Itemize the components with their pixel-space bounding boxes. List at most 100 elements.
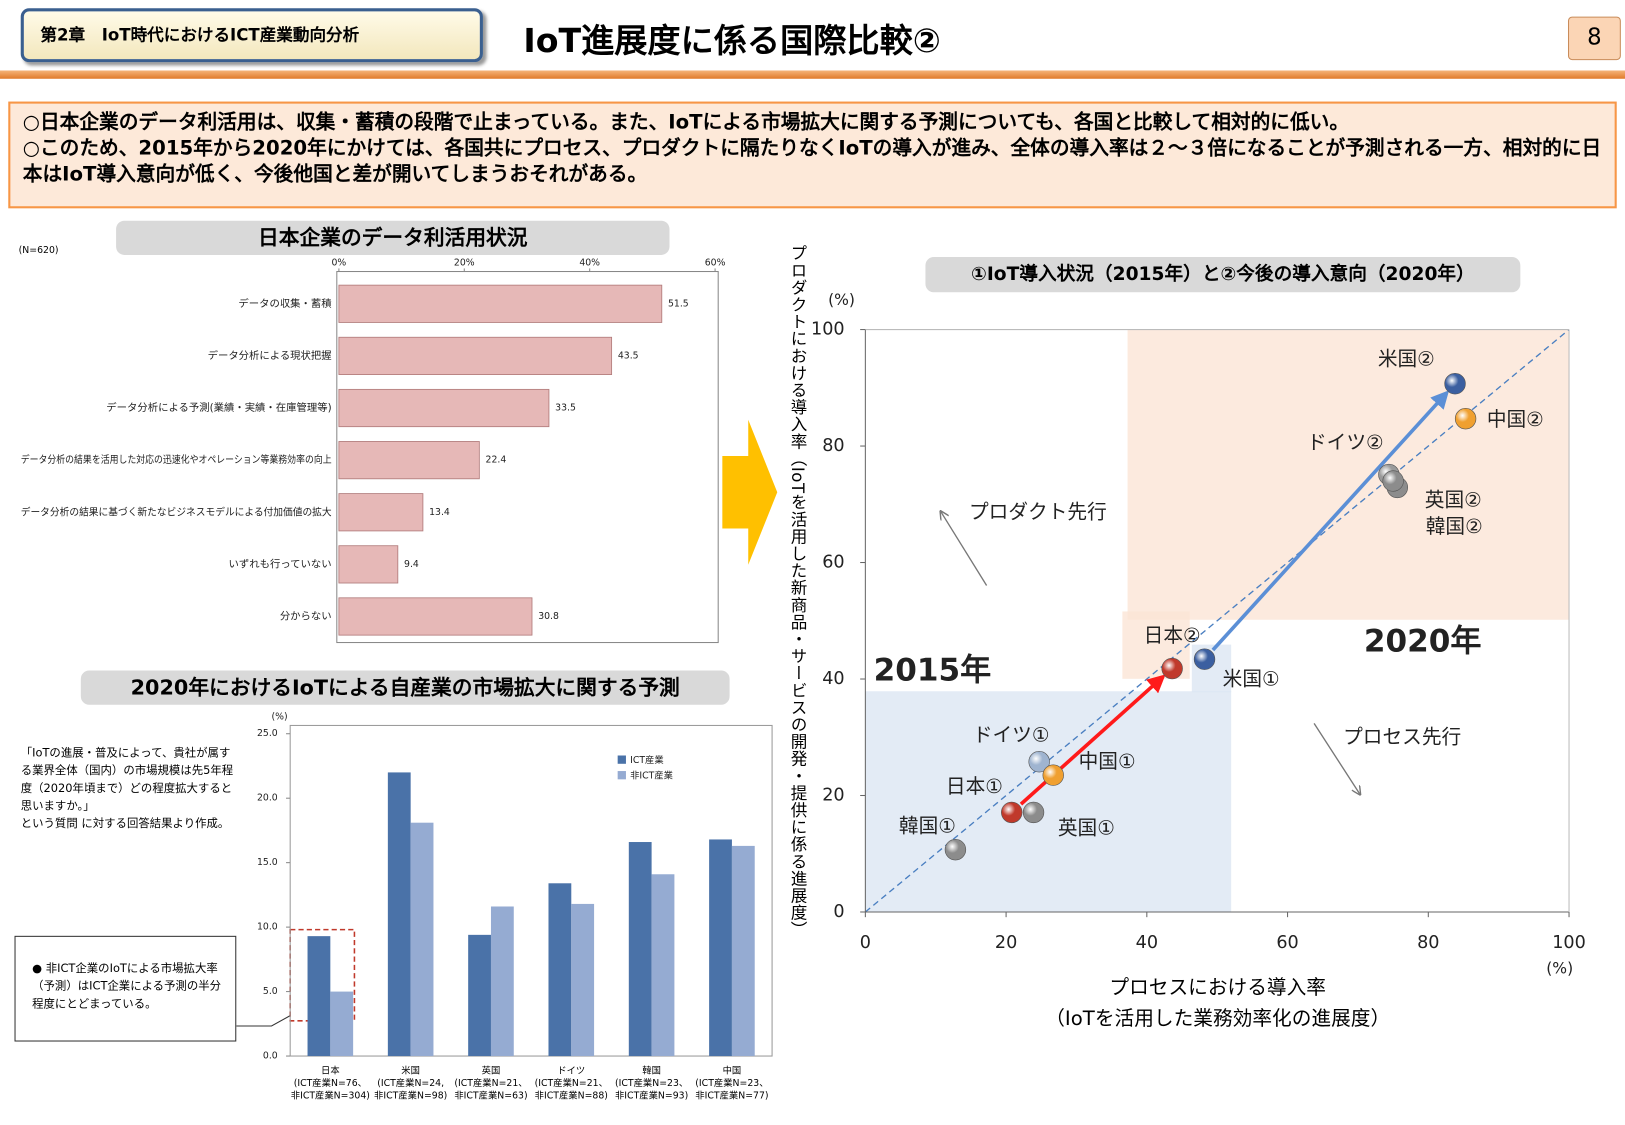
x-tick-label: 韓国 (ICT産業N=23、 非ICT産業N=93) bbox=[614, 1066, 689, 1102]
y-tick-label: 80 bbox=[822, 436, 844, 456]
x-tick-label: 20 bbox=[995, 933, 1017, 953]
bar bbox=[548, 883, 572, 1057]
trend-arrow bbox=[1019, 674, 1166, 806]
direction-arrow bbox=[941, 512, 988, 586]
header-rule bbox=[0, 70, 1625, 79]
x-tick-label: 80 bbox=[1417, 933, 1439, 953]
point bbox=[1382, 470, 1404, 492]
point bbox=[1028, 751, 1050, 773]
y-tick-label: 100 bbox=[811, 320, 845, 340]
annotation: プロダクト先行 bbox=[969, 500, 1107, 523]
x-axis-title: プロセスにおける導入率 （IoTを活用した業務効率化の進展度） bbox=[1045, 976, 1391, 1031]
point-label: ドイツ① bbox=[973, 723, 1050, 746]
chart-title: 日本企業のデータ利活用状況 bbox=[116, 220, 670, 255]
bar bbox=[338, 388, 550, 428]
plot-frame bbox=[289, 724, 773, 1057]
x-tick-label: 0% bbox=[331, 258, 346, 269]
y-tick-label: データ分析の結果に基づく新たなビジネスモデルによる付加価値の拡大 bbox=[21, 505, 332, 518]
value-label: 30.8 bbox=[538, 611, 559, 622]
transition-arrow bbox=[722, 419, 778, 565]
point-label: 韓国② bbox=[1426, 515, 1483, 538]
x-tick-label: 0 bbox=[860, 933, 871, 953]
point-label: 英国② bbox=[1425, 488, 1482, 511]
y-tick-label: データの収集・蓄積 bbox=[238, 297, 332, 310]
y-tick-label: 15.0 bbox=[257, 857, 278, 868]
y-tick-label: データ分析の結果を活用した対応の迅速化やオペレーション等業務効率の向上 bbox=[21, 453, 332, 466]
annotation: 2020年 bbox=[1364, 624, 1482, 660]
note-box: ● 非ICT企業のIoTによる市場拡大率（予測）はICT企業による予測の半分程度… bbox=[14, 935, 237, 1042]
point-label: 日本① bbox=[946, 775, 1003, 798]
bar bbox=[307, 936, 331, 1057]
direction-arrow bbox=[1313, 723, 1360, 793]
bar bbox=[330, 991, 354, 1057]
legend-label: 非ICT産業 bbox=[630, 770, 673, 782]
bar bbox=[338, 597, 533, 636]
bar bbox=[468, 934, 491, 1057]
x-tick-label: 中国 (ICT産業N=23、 非ICT産業N=77) bbox=[695, 1066, 769, 1102]
x-unit: (%) bbox=[1546, 959, 1573, 977]
trend-arrow bbox=[1211, 390, 1450, 652]
point-label: 日本② bbox=[1144, 624, 1201, 647]
point bbox=[1001, 801, 1023, 824]
point-label: 米国② bbox=[1378, 347, 1435, 370]
y-tick-label: 分からない bbox=[280, 610, 332, 622]
y-tick-label: データ分析による予測(業績・実績・在庫管理等) bbox=[106, 401, 331, 414]
x-tick-label: 60 bbox=[1276, 933, 1298, 953]
value-label: 22.4 bbox=[486, 455, 507, 466]
chart-title: 2020年におけるIoTによる自産業の市場拡大に関する予測 bbox=[80, 670, 730, 705]
bar bbox=[338, 493, 424, 532]
x-tick-label: ドイツ (ICT産業N=21、 非ICT産業N=88) bbox=[534, 1066, 608, 1102]
point bbox=[1161, 657, 1183, 680]
x-tick-label: 日本 (ICT産業N=76、 非ICT産業N=304) bbox=[290, 1066, 370, 1102]
slide-title: IoT進展度に係る国際比較② bbox=[523, 20, 941, 61]
bar bbox=[387, 772, 411, 1057]
y-tick-label: 20 bbox=[822, 786, 844, 806]
bar bbox=[571, 903, 595, 1057]
bar bbox=[651, 874, 675, 1057]
point bbox=[1022, 801, 1045, 824]
y-tick-label: いずれも行っていない bbox=[229, 557, 332, 570]
x-tick-label: 40 bbox=[1136, 933, 1158, 953]
connector bbox=[236, 1015, 291, 1027]
value-label: 33.5 bbox=[555, 403, 576, 414]
point-label: 中国② bbox=[1487, 408, 1544, 431]
summary-box: ○日本企業のデータ利活用は、収集・蓄積の段階で止まっている。また、IoTによる市… bbox=[8, 101, 1617, 209]
point bbox=[1444, 373, 1466, 395]
annotation: 2015年 bbox=[874, 653, 992, 689]
point bbox=[1193, 648, 1216, 670]
value-label: 13.4 bbox=[429, 507, 450, 518]
point-label: 米国① bbox=[1223, 667, 1280, 690]
point-label: 中国① bbox=[1079, 750, 1136, 773]
y-tick-label: 60 bbox=[822, 553, 844, 573]
x-tick-label: 60% bbox=[705, 258, 726, 269]
bar bbox=[490, 906, 514, 1057]
x-tick-label: 100 bbox=[1552, 933, 1586, 953]
y-tick-label: 0 bbox=[833, 902, 844, 922]
page-number: 8 bbox=[1567, 16, 1621, 61]
y-tick-label: 0.0 bbox=[263, 1051, 278, 1062]
value-label: 9.4 bbox=[404, 559, 419, 570]
y-axis-title: プロダクトにおける導入率（IoTを活用した新商品・サービスの開発・提供に係る進展… bbox=[787, 244, 808, 939]
bar bbox=[410, 822, 434, 1057]
plot-frame bbox=[336, 271, 719, 644]
y-tick-label: 20.0 bbox=[257, 793, 278, 804]
bar bbox=[338, 441, 480, 480]
summary-line: ○日本企業のデータ利活用は、収集・蓄積の段階で止まっている。また、IoTによる市… bbox=[22, 110, 1350, 134]
value-label: 51.5 bbox=[668, 298, 689, 309]
chart-title: ①IoT導入状況（2015年）と②今後の導入意向（2020年） bbox=[925, 257, 1521, 293]
point bbox=[944, 838, 967, 861]
diagonal bbox=[864, 329, 1570, 913]
legend-label: ICT産業 bbox=[630, 754, 664, 766]
summary-line: ○このため、2015年から2020年にかけては、各国共にプロセス、プロダクトに隔… bbox=[22, 136, 1602, 186]
point-label: ドイツ② bbox=[1307, 431, 1384, 454]
y-tick-label: データ分析による現状把握 bbox=[208, 349, 332, 362]
y-tick-label: 25.0 bbox=[257, 728, 278, 739]
legend-swatch bbox=[617, 771, 626, 780]
point bbox=[1454, 407, 1477, 430]
y-tick-label: 40 bbox=[822, 669, 844, 689]
chart-note: (N=620) bbox=[18, 245, 59, 256]
bar bbox=[338, 284, 663, 323]
point-label: 英国① bbox=[1058, 816, 1115, 839]
bar bbox=[731, 845, 755, 1057]
